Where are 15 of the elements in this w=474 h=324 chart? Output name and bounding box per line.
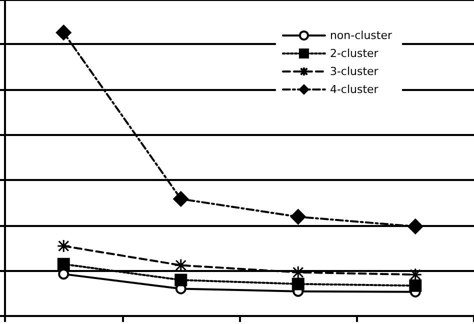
point — [290, 209, 306, 225]
legend-label: non-cluster — [330, 29, 392, 42]
legend-label: 4-cluster — [330, 83, 379, 96]
point — [174, 274, 188, 286]
point — [291, 266, 305, 280]
point — [173, 191, 189, 207]
point — [408, 268, 422, 282]
legend-label: 3-cluster — [330, 65, 379, 78]
point — [56, 239, 70, 253]
legend-label: 2-cluster — [330, 47, 379, 60]
point — [56, 24, 72, 40]
point — [292, 278, 304, 290]
point — [408, 218, 424, 234]
point — [57, 258, 70, 270]
point — [409, 279, 422, 292]
